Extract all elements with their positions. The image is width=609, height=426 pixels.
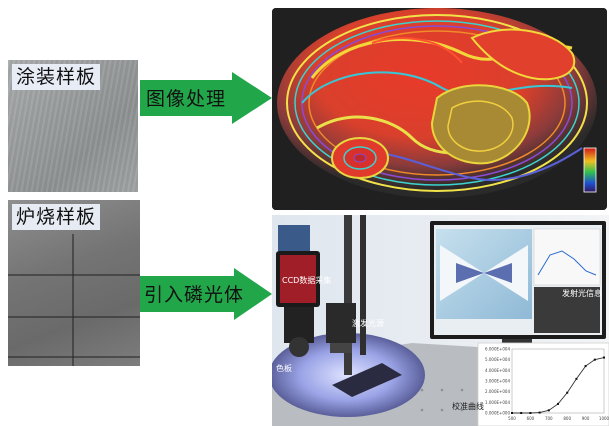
calibration-label: 校准曲线 [452,402,484,411]
y-tick-label: 0.000E+000 [485,411,510,416]
y-tick-label: 2.000E+004 [485,389,510,394]
calibration-point [520,412,523,414]
y-tick-label: 5.000E+004 [485,357,510,362]
calibration-point [547,409,550,412]
calibration-point [566,391,569,394]
tile-seam [8,274,140,276]
chart-frame [511,348,605,414]
calibration-point [557,402,559,405]
x-tick-label: 600 [527,416,535,421]
tile-seam [72,234,74,366]
x-tick-label: 500 [508,416,516,421]
plate-label: 色板 [276,364,292,373]
x-tick-label: 900 [582,416,590,421]
experimental-setup-photo: CCD数据采集 激发光源 发射光信息 色板 校准曲线 6.000E+004 5.0… [272,215,609,426]
calibration-point [511,412,513,414]
calibration-point [538,411,541,414]
y-tick-label: 3.000E+004 [485,379,510,384]
y-tick-label: 1.000E+004 [485,400,510,405]
calibration-point [603,356,605,359]
x-tick-label: 700 [545,416,553,421]
image-processing-arrow: 图像处理 [140,72,272,126]
calibration-point [584,365,587,368]
y-tick-label: 4.000E+004 [485,368,510,373]
arrow-shaft [140,276,234,312]
tile-grid [8,234,140,366]
x-tick-label: 1000 [599,416,609,421]
arrow-shaft [140,80,232,116]
coated-sample-label: 涂装样板 [12,64,101,90]
introduce-phosphor-arrow: 引入磷光体 [140,268,272,322]
tile-seam [8,356,140,358]
temperature-heatmap [272,8,607,210]
calibration-point [575,377,578,380]
tile-seam [8,316,140,318]
furnace-sample-label: 炉烧样板 [12,204,101,230]
calibration-curve-chart: 6.000E+004 5.000E+004 4.000E+004 3.000E+004… [485,347,609,422]
image-processing-label: 图像处理 [146,88,227,110]
ccd-label: CCD数据采集 [282,276,332,285]
calibration-point [593,358,596,361]
arrow-head [234,268,272,320]
laser-label: 激发光源 [352,319,384,328]
emission-label: 发射光信息 [562,289,602,298]
calibration-point [529,412,532,414]
x-tick-label: 800 [563,416,571,421]
arrow-head [232,72,272,124]
introduce-phosphor-label: 引入磷光体 [144,284,245,306]
y-tick-label: 6.000E+004 [485,347,510,352]
